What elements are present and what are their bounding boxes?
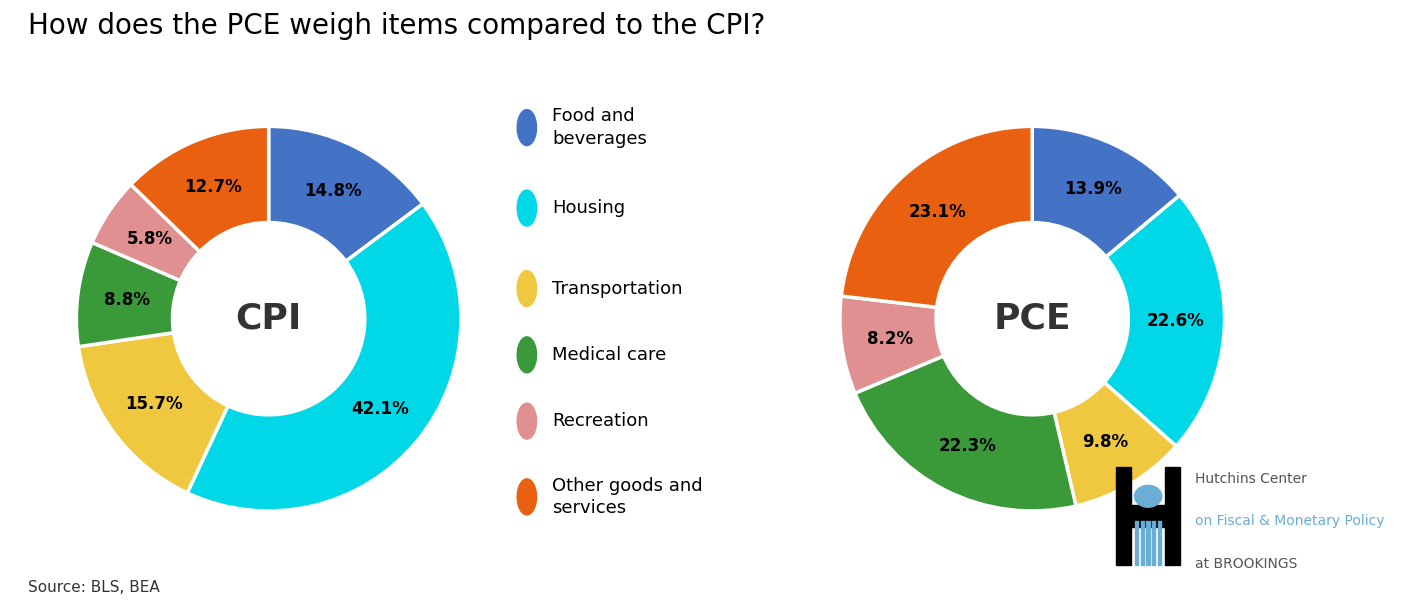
Text: PCE: PCE	[994, 302, 1070, 336]
Circle shape	[518, 190, 536, 226]
Bar	[1116, 467, 1131, 565]
Text: Food and
beverages: Food and beverages	[553, 107, 648, 148]
Wedge shape	[92, 185, 199, 280]
Circle shape	[518, 479, 536, 515]
Text: 5.8%: 5.8%	[127, 230, 173, 248]
Wedge shape	[855, 356, 1076, 511]
Text: Transportation: Transportation	[553, 280, 683, 297]
Circle shape	[518, 110, 536, 146]
Text: 15.7%: 15.7%	[124, 395, 182, 413]
Circle shape	[518, 271, 536, 307]
Text: Medical care: Medical care	[553, 346, 666, 364]
Text: 23.1%: 23.1%	[908, 203, 966, 220]
Text: 8.8%: 8.8%	[103, 291, 150, 309]
Wedge shape	[1104, 195, 1225, 446]
Text: at BROOKINGS: at BROOKINGS	[1195, 557, 1297, 571]
Bar	[1135, 521, 1138, 565]
Text: 12.7%: 12.7%	[184, 178, 242, 195]
Text: How does the PCE weigh items compared to the CPI?: How does the PCE weigh items compared to…	[28, 12, 765, 40]
Bar	[1131, 505, 1165, 527]
Text: 42.1%: 42.1%	[351, 400, 409, 418]
Wedge shape	[1053, 382, 1176, 506]
Text: Other goods and
services: Other goods and services	[553, 476, 703, 517]
Text: 22.6%: 22.6%	[1147, 312, 1205, 330]
Wedge shape	[840, 296, 943, 393]
Text: 14.8%: 14.8%	[304, 181, 362, 200]
Text: 22.3%: 22.3%	[937, 437, 995, 455]
Wedge shape	[78, 333, 228, 493]
Text: CPI: CPI	[236, 302, 301, 336]
Circle shape	[518, 337, 536, 373]
Wedge shape	[269, 126, 423, 261]
Text: Recreation: Recreation	[553, 412, 649, 430]
Ellipse shape	[1134, 486, 1162, 507]
Text: on Fiscal & Monetary Policy: on Fiscal & Monetary Policy	[1195, 514, 1384, 528]
Wedge shape	[1032, 126, 1179, 257]
Bar	[1141, 521, 1144, 565]
Text: 8.2%: 8.2%	[867, 330, 913, 348]
Bar	[1147, 521, 1150, 565]
Circle shape	[518, 403, 536, 439]
Wedge shape	[841, 126, 1032, 307]
Text: Source: BLS, BEA: Source: BLS, BEA	[28, 580, 160, 595]
Text: Housing: Housing	[553, 199, 625, 217]
Bar	[1158, 521, 1161, 565]
Text: 13.9%: 13.9%	[1063, 180, 1121, 198]
Bar	[1165, 467, 1181, 565]
Text: Hutchins Center: Hutchins Center	[1195, 472, 1307, 486]
Wedge shape	[187, 204, 461, 511]
Bar	[1152, 521, 1155, 565]
Wedge shape	[132, 126, 269, 251]
Wedge shape	[76, 243, 181, 347]
Text: 9.8%: 9.8%	[1083, 433, 1128, 451]
